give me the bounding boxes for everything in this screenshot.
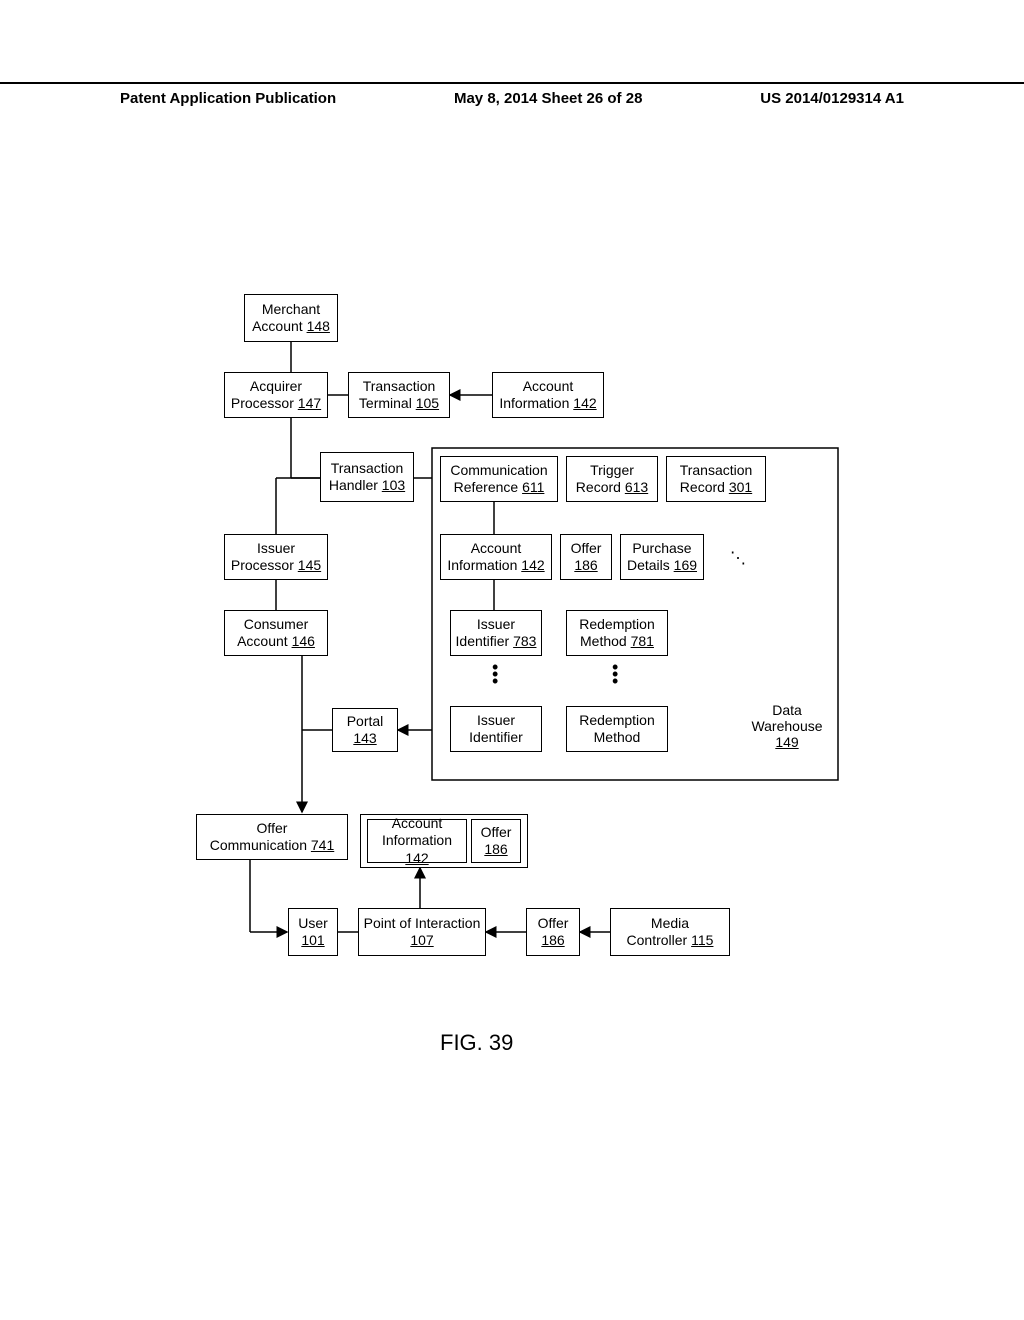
- page: Patent Application Publication May 8, 20…: [0, 0, 1024, 1320]
- ref: 103: [382, 477, 405, 493]
- ref: 142: [521, 557, 544, 573]
- node-acquirer-processor: AcquirerProcessor 147: [224, 372, 328, 418]
- node-issuer-processor: IssuerProcessor 145: [224, 534, 328, 580]
- header-left: Patent Application Publication: [120, 90, 336, 107]
- node-comm-reference: CommunicationReference 611: [440, 456, 558, 502]
- label: Issuer Identifier: [455, 712, 537, 747]
- node-issuer-identifier: IssuerIdentifier 783: [450, 610, 542, 656]
- node-point-of-interaction: Point of Interaction 107: [358, 908, 486, 956]
- label: TransactionRecord 301: [680, 462, 753, 497]
- node-trigger-record: TriggerRecord 613: [566, 456, 658, 502]
- node-issuer-identifier2: Issuer Identifier: [450, 706, 542, 752]
- figure-caption: FIG. 39: [440, 1030, 513, 1056]
- node-merchant-account: MerchantAccount 148: [244, 294, 338, 342]
- ref: 105: [416, 395, 439, 411]
- label: AccountInformation 142: [372, 815, 462, 868]
- connectors-svg: [0, 0, 1024, 1320]
- ref: 186: [541, 932, 564, 950]
- label: CommunicationReference 611: [450, 462, 547, 497]
- label: Offer: [538, 915, 569, 933]
- ref: 101: [301, 932, 324, 950]
- label: Data Warehouse: [751, 702, 822, 734]
- label: IssuerProcessor 145: [231, 540, 321, 575]
- label: Point of Interaction: [364, 915, 481, 933]
- ref: 783: [513, 633, 536, 649]
- node-portal: Portal 143: [332, 708, 398, 752]
- label: Offer: [571, 540, 602, 558]
- ref: 107: [410, 932, 433, 950]
- ref: 143: [353, 730, 376, 748]
- ref: 115: [691, 932, 713, 948]
- page-header: Patent Application Publication May 8, 20…: [0, 82, 1024, 107]
- node-redemption-method2: Redemption Method: [566, 706, 668, 752]
- node-offer-bot: Offer 186: [526, 908, 580, 956]
- header-right: US 2014/0129314 A1: [760, 90, 904, 107]
- label: PurchaseDetails 169: [627, 540, 697, 575]
- label: AccountInformation 142: [499, 378, 596, 413]
- header-center: May 8, 2014 Sheet 26 of 28: [454, 90, 642, 107]
- label: Offer: [481, 824, 512, 842]
- ref: 147: [298, 395, 321, 411]
- ref: 301: [729, 479, 752, 495]
- vertical-dots-icon: •••: [492, 664, 498, 686]
- ref: 149: [775, 734, 798, 750]
- label: TriggerRecord 613: [576, 462, 648, 497]
- label: OfferCommunication 741: [210, 820, 335, 855]
- node-offer-low: Offer 186: [471, 819, 521, 863]
- node-redemption-method: RedemptionMethod 781: [566, 610, 668, 656]
- node-media-controller: MediaController 115: [610, 908, 730, 956]
- ref: 145: [298, 557, 321, 573]
- label: MediaController 115: [627, 915, 714, 950]
- label: User: [298, 915, 328, 933]
- node-data-warehouse: Data Warehouse 149: [742, 702, 832, 750]
- diagonal-dots-icon: ⋱: [730, 548, 746, 568]
- label: RedemptionMethod 781: [579, 616, 655, 651]
- ref: 741: [311, 837, 334, 853]
- node-transaction-record: TransactionRecord 301: [666, 456, 766, 502]
- ref: 146: [292, 633, 315, 649]
- label: IssuerIdentifier 783: [456, 616, 537, 651]
- ref: 186: [574, 557, 597, 575]
- ref: 613: [625, 479, 648, 495]
- ref: 611: [522, 479, 544, 495]
- node-user: User 101: [288, 908, 338, 956]
- ref: 142: [405, 850, 428, 866]
- vertical-dots-icon: •••: [612, 664, 618, 686]
- container-account-offer: AccountInformation 142 Offer 186: [360, 814, 528, 868]
- node-purchase-details: PurchaseDetails 169: [620, 534, 704, 580]
- node-account-information-mid: AccountInformation 142: [440, 534, 552, 580]
- label: MerchantAccount 148: [252, 301, 330, 336]
- node-transaction-terminal: TransactionTerminal 105: [348, 372, 450, 418]
- label: AccountInformation 142: [447, 540, 544, 575]
- label: Portal: [347, 713, 384, 731]
- ref: 148: [307, 318, 330, 334]
- ref: 169: [674, 557, 697, 573]
- ref: 186: [484, 841, 507, 859]
- label: TransactionTerminal 105: [359, 378, 439, 413]
- ref: 781: [631, 633, 654, 649]
- node-account-information-top: AccountInformation 142: [492, 372, 604, 418]
- label: AcquirerProcessor 147: [231, 378, 321, 413]
- ref: 142: [573, 395, 596, 411]
- node-offer-communication: OfferCommunication 741: [196, 814, 348, 860]
- node-transaction-handler: TransactionHandler 103: [320, 452, 414, 502]
- node-consumer-account: ConsumerAccount 146: [224, 610, 328, 656]
- label: ConsumerAccount 146: [237, 616, 315, 651]
- node-offer-mid: Offer 186: [560, 534, 612, 580]
- label: Redemption Method: [571, 712, 663, 747]
- node-account-information-low: AccountInformation 142: [367, 819, 467, 863]
- label: TransactionHandler 103: [329, 460, 405, 495]
